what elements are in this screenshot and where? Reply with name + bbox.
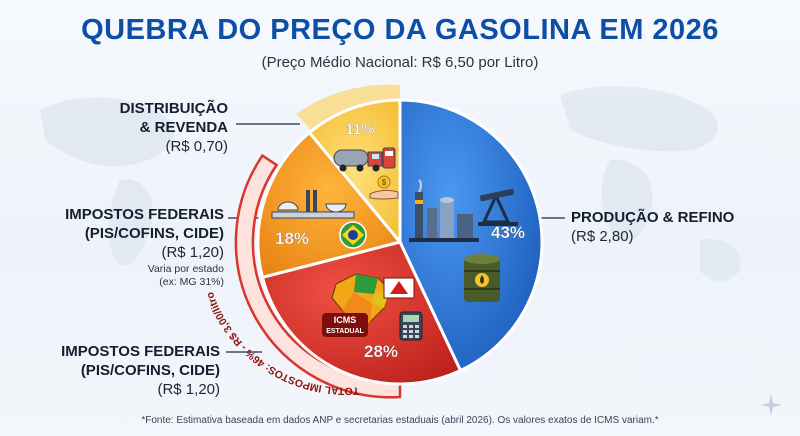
oil-barrel-icon <box>464 254 500 302</box>
chart-title: QUEBRA DO PREÇO DA GASOLINA EM 2026 <box>81 14 719 46</box>
distribution-band <box>296 84 400 130</box>
slice-label-production: 43% <box>491 223 525 242</box>
refinery-icon <box>409 179 479 242</box>
footnote: *Fonte: Estimativa baseada em dados ANP … <box>141 415 659 426</box>
chart-subtitle: (Preço Médio Nacional: R$ 6,50 por Litro… <box>261 54 539 71</box>
label-production-value: (R$ 2,80) <box>571 228 634 245</box>
slice-label-federal-tax: 18% <box>275 229 309 248</box>
svg-text:$: $ <box>382 178 387 187</box>
icms-badge: ICMS ESTADUAL <box>322 313 368 337</box>
label-federal-value: (R$ 1,20) <box>161 244 224 261</box>
label-federal-line2: (PIS/COFINS, CIDE) <box>84 225 224 242</box>
tax-total-arc <box>234 153 402 399</box>
coin-hand-icon: $ <box>369 175 399 200</box>
label-federal-note1: Varia por estado <box>147 263 224 275</box>
fuel-truck-icon <box>333 149 383 172</box>
pumpjack-icon <box>478 188 518 226</box>
label-federal-line1: IMPOSTOS FEDERAIS <box>65 206 224 223</box>
icms-label-line2: ESTADUAL <box>326 328 364 335</box>
label-distribution-line1: DISTRIBUIÇÃO <box>119 100 228 117</box>
label-state-line2: (PIS/COFINS, CIDE) <box>80 362 220 379</box>
slice-distribution <box>307 98 402 247</box>
state-flag-icon <box>383 277 415 299</box>
world-map-background <box>40 86 741 282</box>
label-production-line1: PRODUÇÃO & REFINO <box>571 209 735 226</box>
sparkle-icon <box>760 394 782 416</box>
congress-icon <box>271 190 355 219</box>
label-distribution-line2: & REVENDA <box>139 119 228 136</box>
brazil-flag-icon <box>339 221 367 249</box>
label-production: PRODUÇÃO & REFINO (R$ 2,80) <box>571 208 734 247</box>
slice-label-distribution: 11% <box>345 121 374 138</box>
calculator-icon <box>399 311 423 341</box>
icms-badge-background <box>322 313 368 337</box>
label-distribution: DISTRIBUIÇÃO & REVENDA (R$ 0,70) <box>120 99 228 157</box>
label-distribution-value: (R$ 0,70) <box>165 138 228 155</box>
slice-label-state-tax: 28% <box>364 342 398 361</box>
icms-label-line1: ICMS <box>334 315 357 325</box>
label-federal-taxes: IMPOSTOS FEDERAIS (PIS/COFINS, CIDE) (R$… <box>65 205 224 289</box>
label-state-value: (R$ 1,20) <box>157 381 220 398</box>
label-state-taxes: IMPOSTOS FEDERAIS (PIS/COFINS, CIDE) (R$… <box>61 342 220 400</box>
label-state-line1: IMPOSTOS FEDERAIS <box>61 343 220 360</box>
fuel-pump-icon <box>382 147 396 169</box>
label-federal-note2: (ex: MG 31%) <box>159 276 224 288</box>
